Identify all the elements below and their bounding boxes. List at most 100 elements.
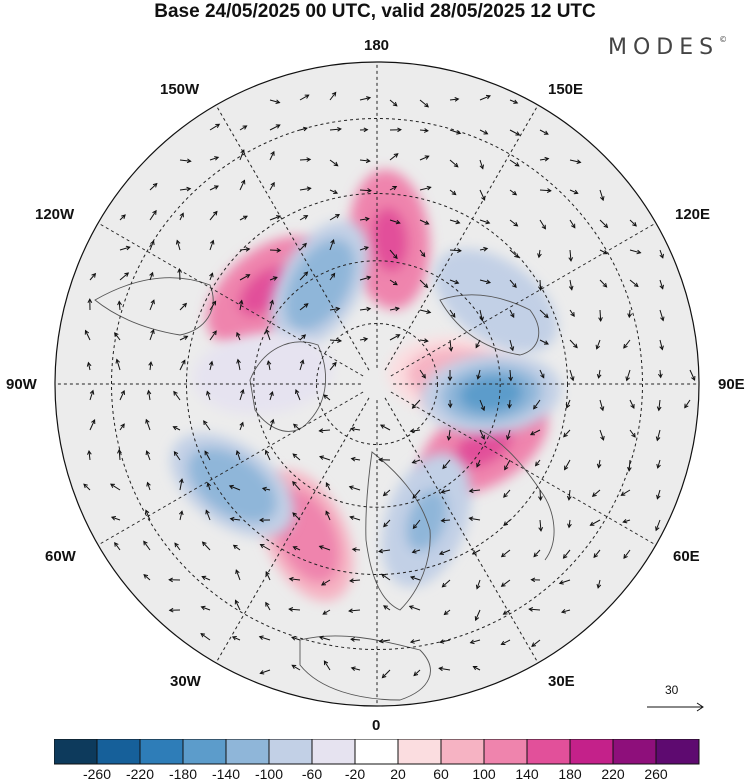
colorbar-segment (311, 739, 356, 765)
wind-vector-arrow (569, 159, 582, 164)
lon-label-30e: 30E (548, 673, 575, 690)
wind-vector-arrow (89, 389, 95, 401)
wind-vector-arrow (447, 370, 453, 382)
wind-vector-arrow (530, 577, 541, 583)
wind-vector-arrow (269, 299, 274, 311)
wind-vector-arrow (201, 541, 211, 551)
wind-vector-arrow (449, 129, 462, 135)
wind-vector-arrow (239, 421, 244, 431)
wind-vector-arrow (203, 420, 211, 431)
wind-vector-arrow (148, 361, 153, 371)
wind-vector-arrow (269, 99, 281, 104)
wind-vector-arrow (89, 272, 97, 281)
wind-vector-arrow (206, 390, 211, 401)
meridian-line (215, 104, 370, 371)
wind-vector-arrow (173, 390, 181, 401)
wind-vector-arrow (564, 459, 571, 471)
wind-vector-arrow (479, 309, 484, 322)
wind-vector-arrow (500, 549, 511, 558)
wind-vector-arrow (599, 429, 605, 441)
wind-vector-arrow (235, 569, 241, 581)
wind-vector-arrow (449, 189, 457, 196)
wind-vector-arrow (502, 609, 511, 615)
wind-vector-arrow (620, 489, 631, 496)
wind-vector-arrow (265, 601, 271, 611)
wind-vector-arrow (440, 518, 451, 523)
wind-vector-arrow (629, 399, 635, 409)
wind-vector-arrow (625, 369, 631, 382)
map-boundary (54, 61, 700, 707)
wind-vector-arrow (179, 302, 188, 311)
wind-vector-arrow (378, 457, 391, 463)
wind-vector-arrow (119, 214, 126, 221)
wind-vector-arrow (449, 309, 456, 318)
wind-vector-arrow (208, 360, 214, 371)
latitude-circle (253, 260, 501, 508)
wind-vector-arrow (382, 489, 391, 497)
map-title: Base 24/05/2025 00 UTC, valid 28/05/2025… (154, 1, 596, 22)
wind-vector-arrow (589, 519, 601, 526)
colorbar-tick-label: 140 (515, 766, 539, 782)
wind-vector-arrow (359, 158, 371, 164)
wind-vector-arrow (239, 274, 251, 281)
wind-vector-arrow (348, 485, 361, 491)
reference-vector-arrow-icon (647, 702, 704, 712)
lon-label-180: 180 (364, 37, 390, 54)
wind-vector-arrow (659, 249, 664, 259)
wind-vector-arrow (149, 209, 157, 221)
wind-vector-arrow (656, 459, 661, 469)
wind-vector-arrow (321, 579, 331, 586)
wind-vector-arrow (419, 219, 430, 225)
wind-vector-arrow (563, 429, 571, 438)
wind-vector-arrow (449, 248, 462, 253)
latitude-circle (111, 118, 643, 650)
wind-vector-arrow (179, 212, 184, 221)
wind-vector-arrow (143, 540, 151, 551)
wind-vector-arrow (468, 516, 481, 522)
wind-vector-arrow (503, 489, 511, 498)
wind-vector-arrow (87, 298, 93, 311)
wind-vector-arrow (509, 309, 515, 319)
wind-vector-arrow (143, 574, 151, 581)
wind-vector-arrow (288, 576, 301, 582)
colorbar-segment (397, 739, 442, 765)
wind-vector-arrow (509, 159, 520, 167)
logo-mark: © (719, 35, 728, 44)
wind-vector-arrow (119, 272, 130, 281)
wind-vector-arrow (329, 338, 343, 343)
wind-vector-arrow (83, 483, 91, 491)
wind-vector-arrow (89, 419, 96, 431)
wind-vector-arrow (299, 157, 312, 162)
wind-vector-arrow (117, 300, 122, 311)
wind-vector-arrow (479, 246, 489, 252)
anomaly-center-negative (421, 353, 562, 435)
colorbar-segment (655, 739, 700, 765)
wind-vector-arrow (389, 279, 398, 286)
wind-vector-arrow (623, 549, 631, 559)
wind-vector-arrow (533, 549, 541, 558)
wind-vector-arrow (348, 608, 361, 614)
wind-vector-arrow (175, 239, 181, 251)
colorbar-segment (483, 739, 528, 765)
modes-logo: MODES© (608, 35, 727, 60)
wind-vector-arrow (119, 389, 125, 401)
wind-vector-arrow (438, 549, 451, 555)
wind-vector-arrow (259, 669, 271, 675)
meridian-line (215, 397, 370, 664)
wind-vector-arrow (659, 279, 664, 290)
wind-vector-arrow (596, 369, 602, 379)
colorbar-tick-label: 260 (644, 766, 668, 782)
wind-vector-arrow (379, 424, 391, 431)
wind-vector-arrow (350, 637, 361, 642)
wind-vector-arrow (623, 339, 631, 349)
wind-vector-arrow (449, 219, 461, 225)
wind-vector-arrow (145, 450, 151, 461)
wind-vector-arrow (567, 519, 572, 529)
wind-vector-arrow (539, 369, 545, 379)
wind-vector-arrow (537, 249, 542, 259)
wind-vector-arrow (269, 181, 275, 191)
wind-vector-arrow (539, 129, 549, 135)
wind-vector-arrow (419, 99, 430, 108)
wind-vector-arrow (299, 186, 312, 192)
lon-label-60e: 60E (673, 548, 700, 565)
